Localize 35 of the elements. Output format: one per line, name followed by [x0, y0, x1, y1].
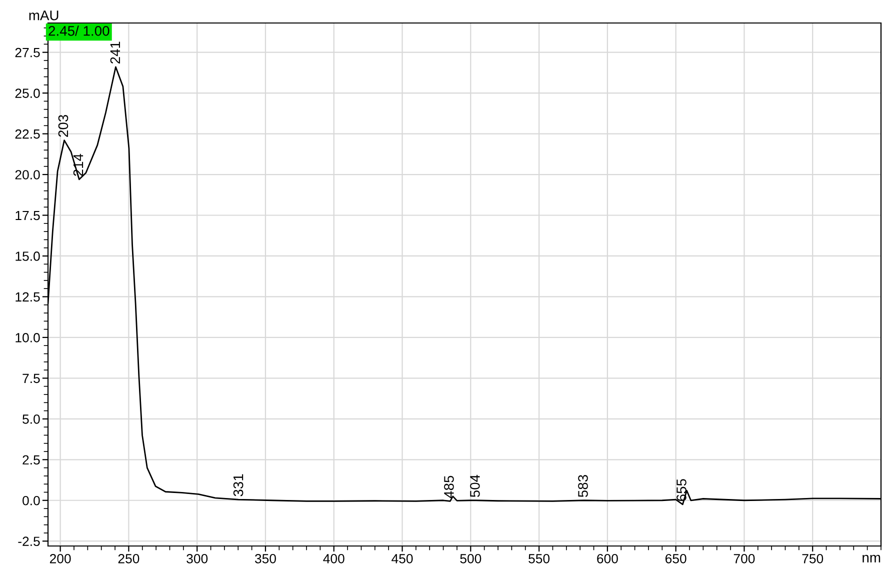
- y-tick-label: 12.5: [16, 292, 40, 302]
- y-tick-label: 17.5: [16, 210, 40, 220]
- x-axis-title: nm: [862, 554, 880, 562]
- y-tick-label: 25.0: [15, 88, 40, 98]
- y-tick-label: 10.0: [16, 333, 40, 342]
- x-tick-label: 550: [528, 554, 550, 564]
- y-tick-label: 27.5: [15, 48, 40, 58]
- x-tick-label: 450: [392, 554, 413, 564]
- y-tick-label: 0.0: [22, 496, 40, 506]
- x-tick-label: 600: [597, 554, 618, 564]
- y-tick-label: 2.5: [22, 455, 40, 465]
- x-tick-label: 250: [118, 554, 140, 564]
- annotation: 583: [578, 475, 588, 498]
- x-tick-label: 700: [734, 554, 755, 564]
- y-tick-label: 7.5: [22, 374, 40, 384]
- x-tick-label: 400: [323, 554, 344, 564]
- x-tick-label: 350: [254, 554, 276, 564]
- y-axis-title: mAU: [29, 10, 58, 20]
- y-tick-label: -2.5: [18, 536, 40, 546]
- annotation: 485: [444, 476, 454, 498]
- y-tick-label: 5.0: [22, 414, 40, 424]
- annotation: 655: [676, 479, 686, 501]
- annotation: 504: [470, 474, 480, 498]
- x-tick-label: 300: [186, 554, 208, 564]
- y-tick-label: 20.0: [15, 170, 40, 180]
- x-tick-label: 650: [665, 554, 686, 564]
- y-tick-label: 22.5: [15, 129, 40, 139]
- y-tick-label: 15.0: [16, 252, 40, 261]
- annotation: 203: [58, 114, 68, 137]
- x-tick-label: 750: [802, 554, 824, 564]
- annotation: 2.45/ 1.00: [48, 26, 110, 36]
- x-tick-label: 200: [50, 554, 71, 564]
- annotation: 241: [110, 42, 120, 64]
- annotation: 331: [233, 474, 244, 496]
- x-tick-label: 500: [460, 554, 482, 564]
